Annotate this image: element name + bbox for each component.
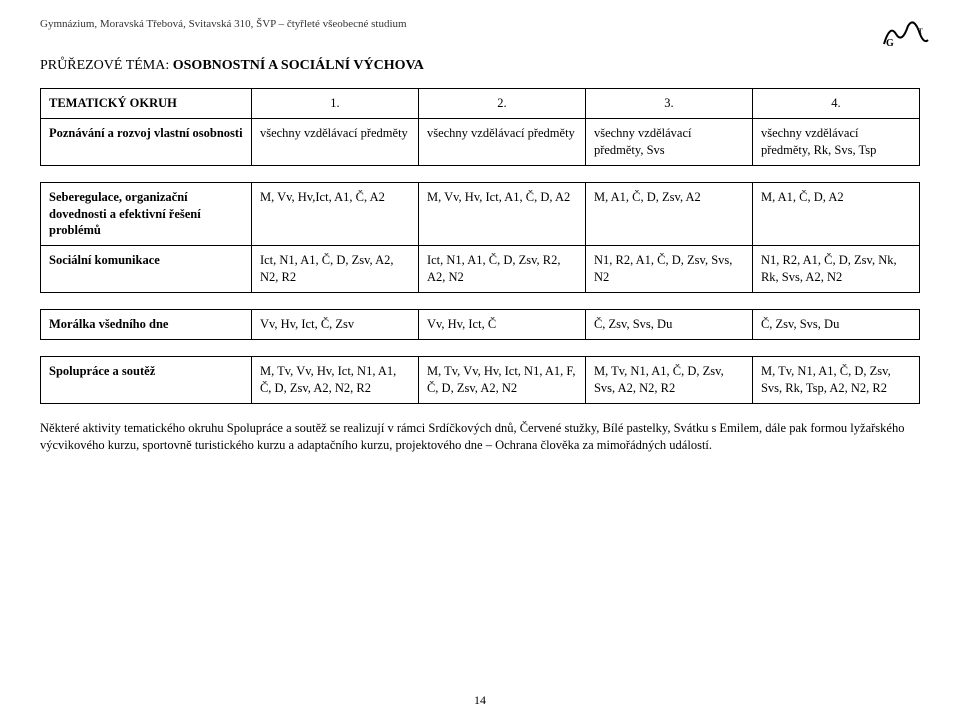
section-title-bold: OSOBNOSTNÍ A SOCIÁLNÍ VÝCHOVA [173,58,424,73]
document-header: Gymnázium, Moravská Třebová, Svitavská 3… [40,18,920,30]
row-header: Morálka všedního dne [41,310,252,340]
table-cell: M, Vv, Hv,Ict, A1, Č, A2 [251,182,418,246]
table-cell: N1, R2, A1, Č, D, Zsv, Nk, Rk, Svs, A2, … [752,246,919,293]
col-number: 2. [418,89,585,119]
row-header: Seberegulace, organizační dovednosti a e… [41,182,252,246]
table-cell: M, Tv, N1, A1, Č, D, Zsv, Svs, A2, N2, R… [585,356,752,403]
table-cell: M, A1, Č, D, Zsv, A2 [585,182,752,246]
page: Gymnázium, Moravská Třebová, Svitavská 3… [0,0,960,720]
table-cell: M, Tv, Vv, Hv, Ict, N1, A1, F, Č, D, Zsv… [418,356,585,403]
table-moralka: Morálka všedního dne Vv, Hv, Ict, Č, Zsv… [40,309,920,340]
col-number: 3. [585,89,752,119]
table-cell: Ict, N1, A1, Č, D, Zsv, A2, N2, R2 [251,246,418,293]
page-number: 14 [0,693,960,708]
row-header: Sociální komunikace [41,246,252,293]
section-title-lead: PRŮŘEZOVÉ TÉMA: [40,58,173,73]
table-cell: všechny vzdělávací předměty [418,118,585,165]
table-cell: Vv, Hv, Ict, Č [418,310,585,340]
table-cell: Č, Zsv, Svs, Du [585,310,752,340]
table-seberegulace-komunikace: Seberegulace, organizační dovednosti a e… [40,182,920,293]
section-title: PRŮŘEZOVÉ TÉMA: OSOBNOSTNÍ A SOCIÁLNÍ VÝ… [40,58,920,74]
table-cell: M, Vv, Hv, Ict, A1, Č, D, A2 [418,182,585,246]
table-cell: všechny vzdělávací předměty, Rk, Svs, Ts… [752,118,919,165]
table-row: Sociální komunikace Ict, N1, A1, Č, D, Z… [41,246,920,293]
col-number: 4. [752,89,919,119]
table-cell: Ict, N1, A1, Č, D, Zsv, R2, A2, N2 [418,246,585,293]
svg-text:G: G [886,38,894,48]
table-cell: Vv, Hv, Ict, Č, Zsv [251,310,418,340]
table-cell: všechny vzdělávací předměty, Svs [585,118,752,165]
table-row: Spolupráce a soutěž M, Tv, Vv, Hv, Ict, … [41,356,920,403]
table-cell: Č, Zsv, Svs, Du [752,310,919,340]
row-header: TEMATICKÝ OKRUH [41,89,252,119]
table-cell: všechny vzdělávací předměty [251,118,418,165]
table-cell: N1, R2, A1, Č, D, Zsv, Svs, N2 [585,246,752,293]
table-cell: M, Tv, Vv, Hv, Ict, N1, A1, Č, D, Zsv, A… [251,356,418,403]
table-row: Poznávání a rozvoj vlastní osobnosti vše… [41,118,920,165]
table-tematicke-okruhy: TEMATICKÝ OKRUH 1. 2. 3. 4. Poznávání a … [40,88,920,166]
table-cell: M, A1, Č, D, A2 [752,182,919,246]
table-row: Morálka všedního dne Vv, Hv, Ict, Č, Zsv… [41,310,920,340]
table-cell: M, Tv, N1, A1, Č, D, Zsv, Svs, Rk, Tsp, … [752,356,919,403]
table-row: Seberegulace, organizační dovednosti a e… [41,182,920,246]
footnote-paragraph: Některé aktivity tematického okruhu Spol… [40,420,920,455]
row-header: Spolupráce a soutěž [41,356,252,403]
col-number: 1. [251,89,418,119]
table-spoluprace: Spolupráce a soutěž M, Tv, Vv, Hv, Ict, … [40,356,920,404]
row-header: Poznávání a rozvoj vlastní osobnosti [41,118,252,165]
table-row: TEMATICKÝ OKRUH 1. 2. 3. 4. [41,89,920,119]
svg-text:T: T [918,27,923,36]
school-logo: G T [882,20,930,48]
